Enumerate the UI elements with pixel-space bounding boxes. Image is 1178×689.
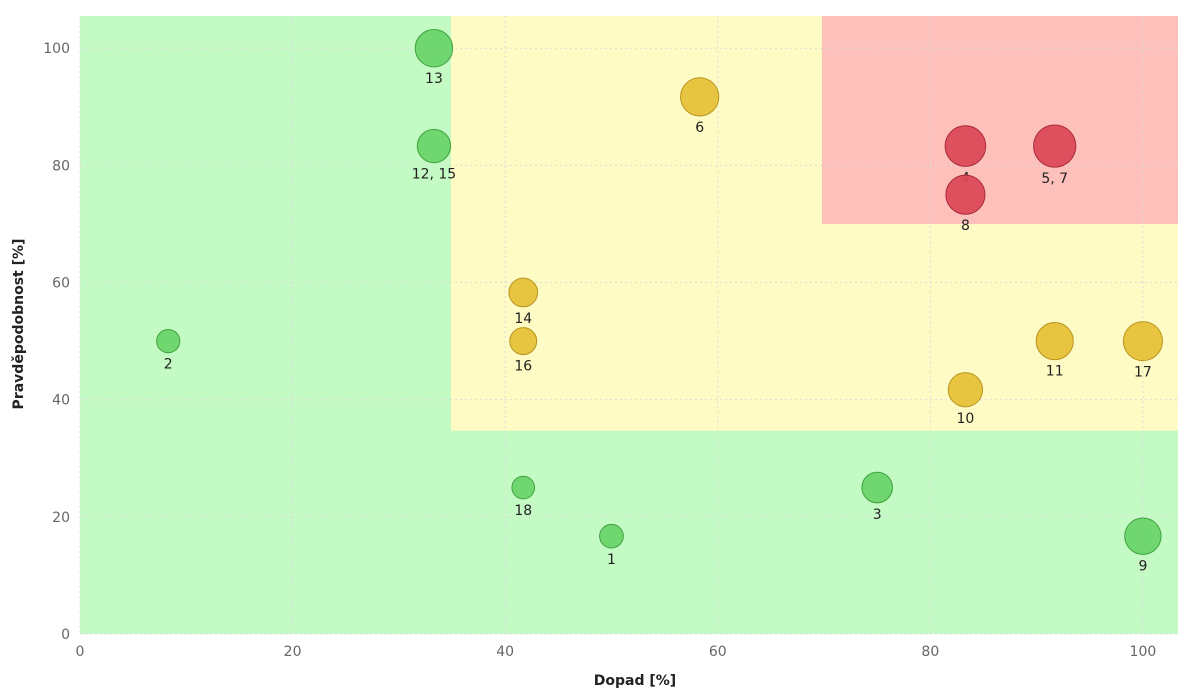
data-point-label: 5, 7 [1041, 171, 1068, 187]
x-tick-label: 80 [921, 644, 939, 660]
data-point [947, 372, 984, 408]
data-point [508, 277, 539, 308]
data-point [1033, 124, 1077, 168]
x-axis-title: Dopad [%] [594, 673, 676, 689]
data-point [509, 327, 538, 356]
data-point [156, 329, 181, 354]
data-point-label: 10 [957, 411, 975, 427]
data-point-label: 8 [961, 218, 970, 234]
data-point [511, 475, 536, 500]
y-tick-label: 80 [52, 158, 70, 174]
x-tick-label: 60 [709, 644, 727, 660]
data-point [1124, 517, 1162, 555]
data-point [414, 29, 454, 68]
data-point [416, 128, 452, 164]
data-point-label: 1 [607, 552, 616, 568]
y-tick-label: 0 [61, 627, 70, 643]
data-point [861, 471, 893, 504]
y-axis-ticks: 0 20 40 60 80 100 [43, 41, 70, 643]
data-point [1122, 321, 1163, 362]
data-point [945, 174, 986, 215]
zone-high [821, 16, 1178, 224]
y-axis-title: Pravděpodobnost [%] [11, 239, 27, 410]
data-point-label: 18 [514, 503, 532, 519]
data-point-label: 6 [695, 120, 704, 136]
x-tick-label: 0 [76, 644, 85, 660]
data-point [680, 77, 720, 117]
data-point-label: 13 [425, 71, 443, 87]
data-point-label: 12, 15 [412, 167, 457, 183]
data-point-label: 16 [514, 359, 532, 375]
data-point-label: 3 [873, 507, 882, 523]
data-point-label: 9 [1138, 558, 1147, 574]
data-point-label: 2 [164, 357, 173, 373]
x-tick-label: 40 [496, 644, 514, 660]
y-tick-label: 60 [52, 276, 70, 292]
data-point [944, 125, 987, 167]
x-tick-label: 20 [284, 644, 302, 660]
y-tick-label: 20 [52, 510, 70, 526]
data-point [1035, 322, 1074, 361]
data-point [599, 523, 624, 549]
y-tick-label: 40 [52, 393, 70, 409]
data-point-label: 14 [514, 311, 532, 327]
y-tick-label: 100 [43, 41, 70, 57]
data-point-label: 11 [1046, 364, 1064, 380]
data-point-label: 17 [1134, 365, 1152, 381]
x-tick-label: 100 [1130, 644, 1157, 660]
x-axis-ticks: 0 20 40 60 80 100 [76, 644, 1157, 660]
risk-zones [80, 16, 1178, 634]
